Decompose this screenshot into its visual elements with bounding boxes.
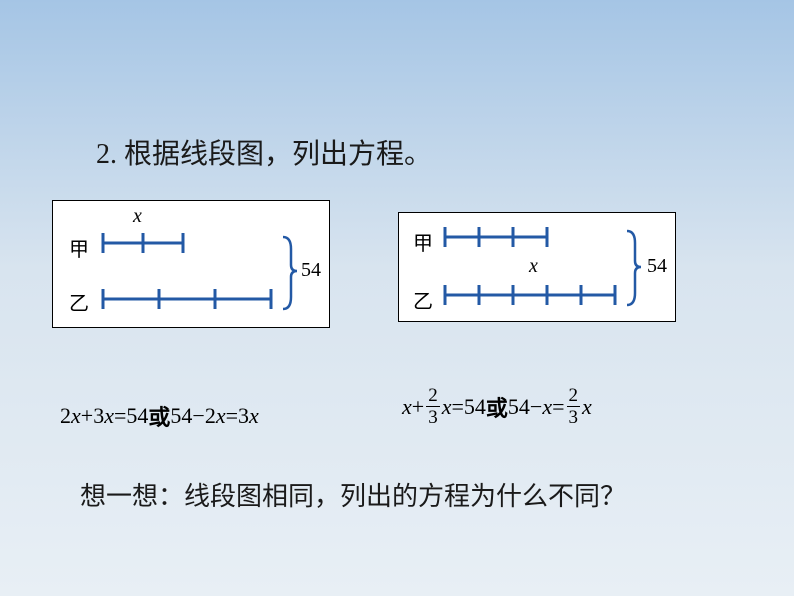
eq-r-frac2: 2 3 xyxy=(567,386,581,427)
eq-l-plus: + xyxy=(81,403,93,429)
segment-svg-right xyxy=(399,213,677,323)
eq-l-r2x: x xyxy=(249,403,259,429)
eq-r-eq2: = xyxy=(552,394,564,420)
eq-l-2: 3 xyxy=(93,403,104,429)
eq-l-r1: 2 xyxy=(205,403,216,429)
eq-l-r2: 3 xyxy=(238,403,249,429)
equation-left: 2x + 3x = 54 或 54 − 2x = 3x xyxy=(60,400,259,432)
eq-r-minus: − xyxy=(530,394,542,420)
eq-r-frac1: 2 3 xyxy=(426,386,440,427)
eq-r-x3: x xyxy=(542,394,552,420)
eq-r-plus: + xyxy=(412,394,424,420)
diagram-right: 甲 x 乙 54 xyxy=(398,212,676,322)
eq-r-x2: x xyxy=(442,394,452,420)
eq-r-or: 或 xyxy=(486,391,508,423)
equation-right: x + 2 3 x = 54 或 54 − x = 2 3 x xyxy=(402,386,592,427)
eq-l-val2: 54 xyxy=(170,403,192,429)
eq-r-x1: x xyxy=(402,394,412,420)
eq-r-val2: 54 xyxy=(508,394,530,420)
eq-r-val: 54 xyxy=(464,394,486,420)
eq-l-r1x: x xyxy=(216,403,226,429)
eq-r-eq: = xyxy=(451,394,463,420)
think-prompt: 想一想：线段图相同，列出的方程为什么不同？ xyxy=(80,476,626,513)
frac2-num: 2 xyxy=(567,386,581,407)
eq-l-1x: x xyxy=(71,403,81,429)
frac2-den: 3 xyxy=(567,407,581,427)
question-title: 2. 根据线段图，列出方程。 xyxy=(96,132,432,172)
eq-l-2x: x xyxy=(104,403,114,429)
frac1-num: 2 xyxy=(426,386,440,407)
frac1-den: 3 xyxy=(426,407,440,427)
eq-l-1: 2 xyxy=(60,403,71,429)
eq-l-eq2: = xyxy=(226,403,238,429)
eq-l-eq: = xyxy=(114,403,126,429)
segment-svg-left xyxy=(53,201,331,329)
eq-r-x4: x xyxy=(582,394,592,420)
eq-l-minus: − xyxy=(192,403,204,429)
diagram-left: x 甲 乙 54 xyxy=(52,200,330,328)
eq-l-or: 或 xyxy=(148,400,170,432)
eq-l-val: 54 xyxy=(126,403,148,429)
